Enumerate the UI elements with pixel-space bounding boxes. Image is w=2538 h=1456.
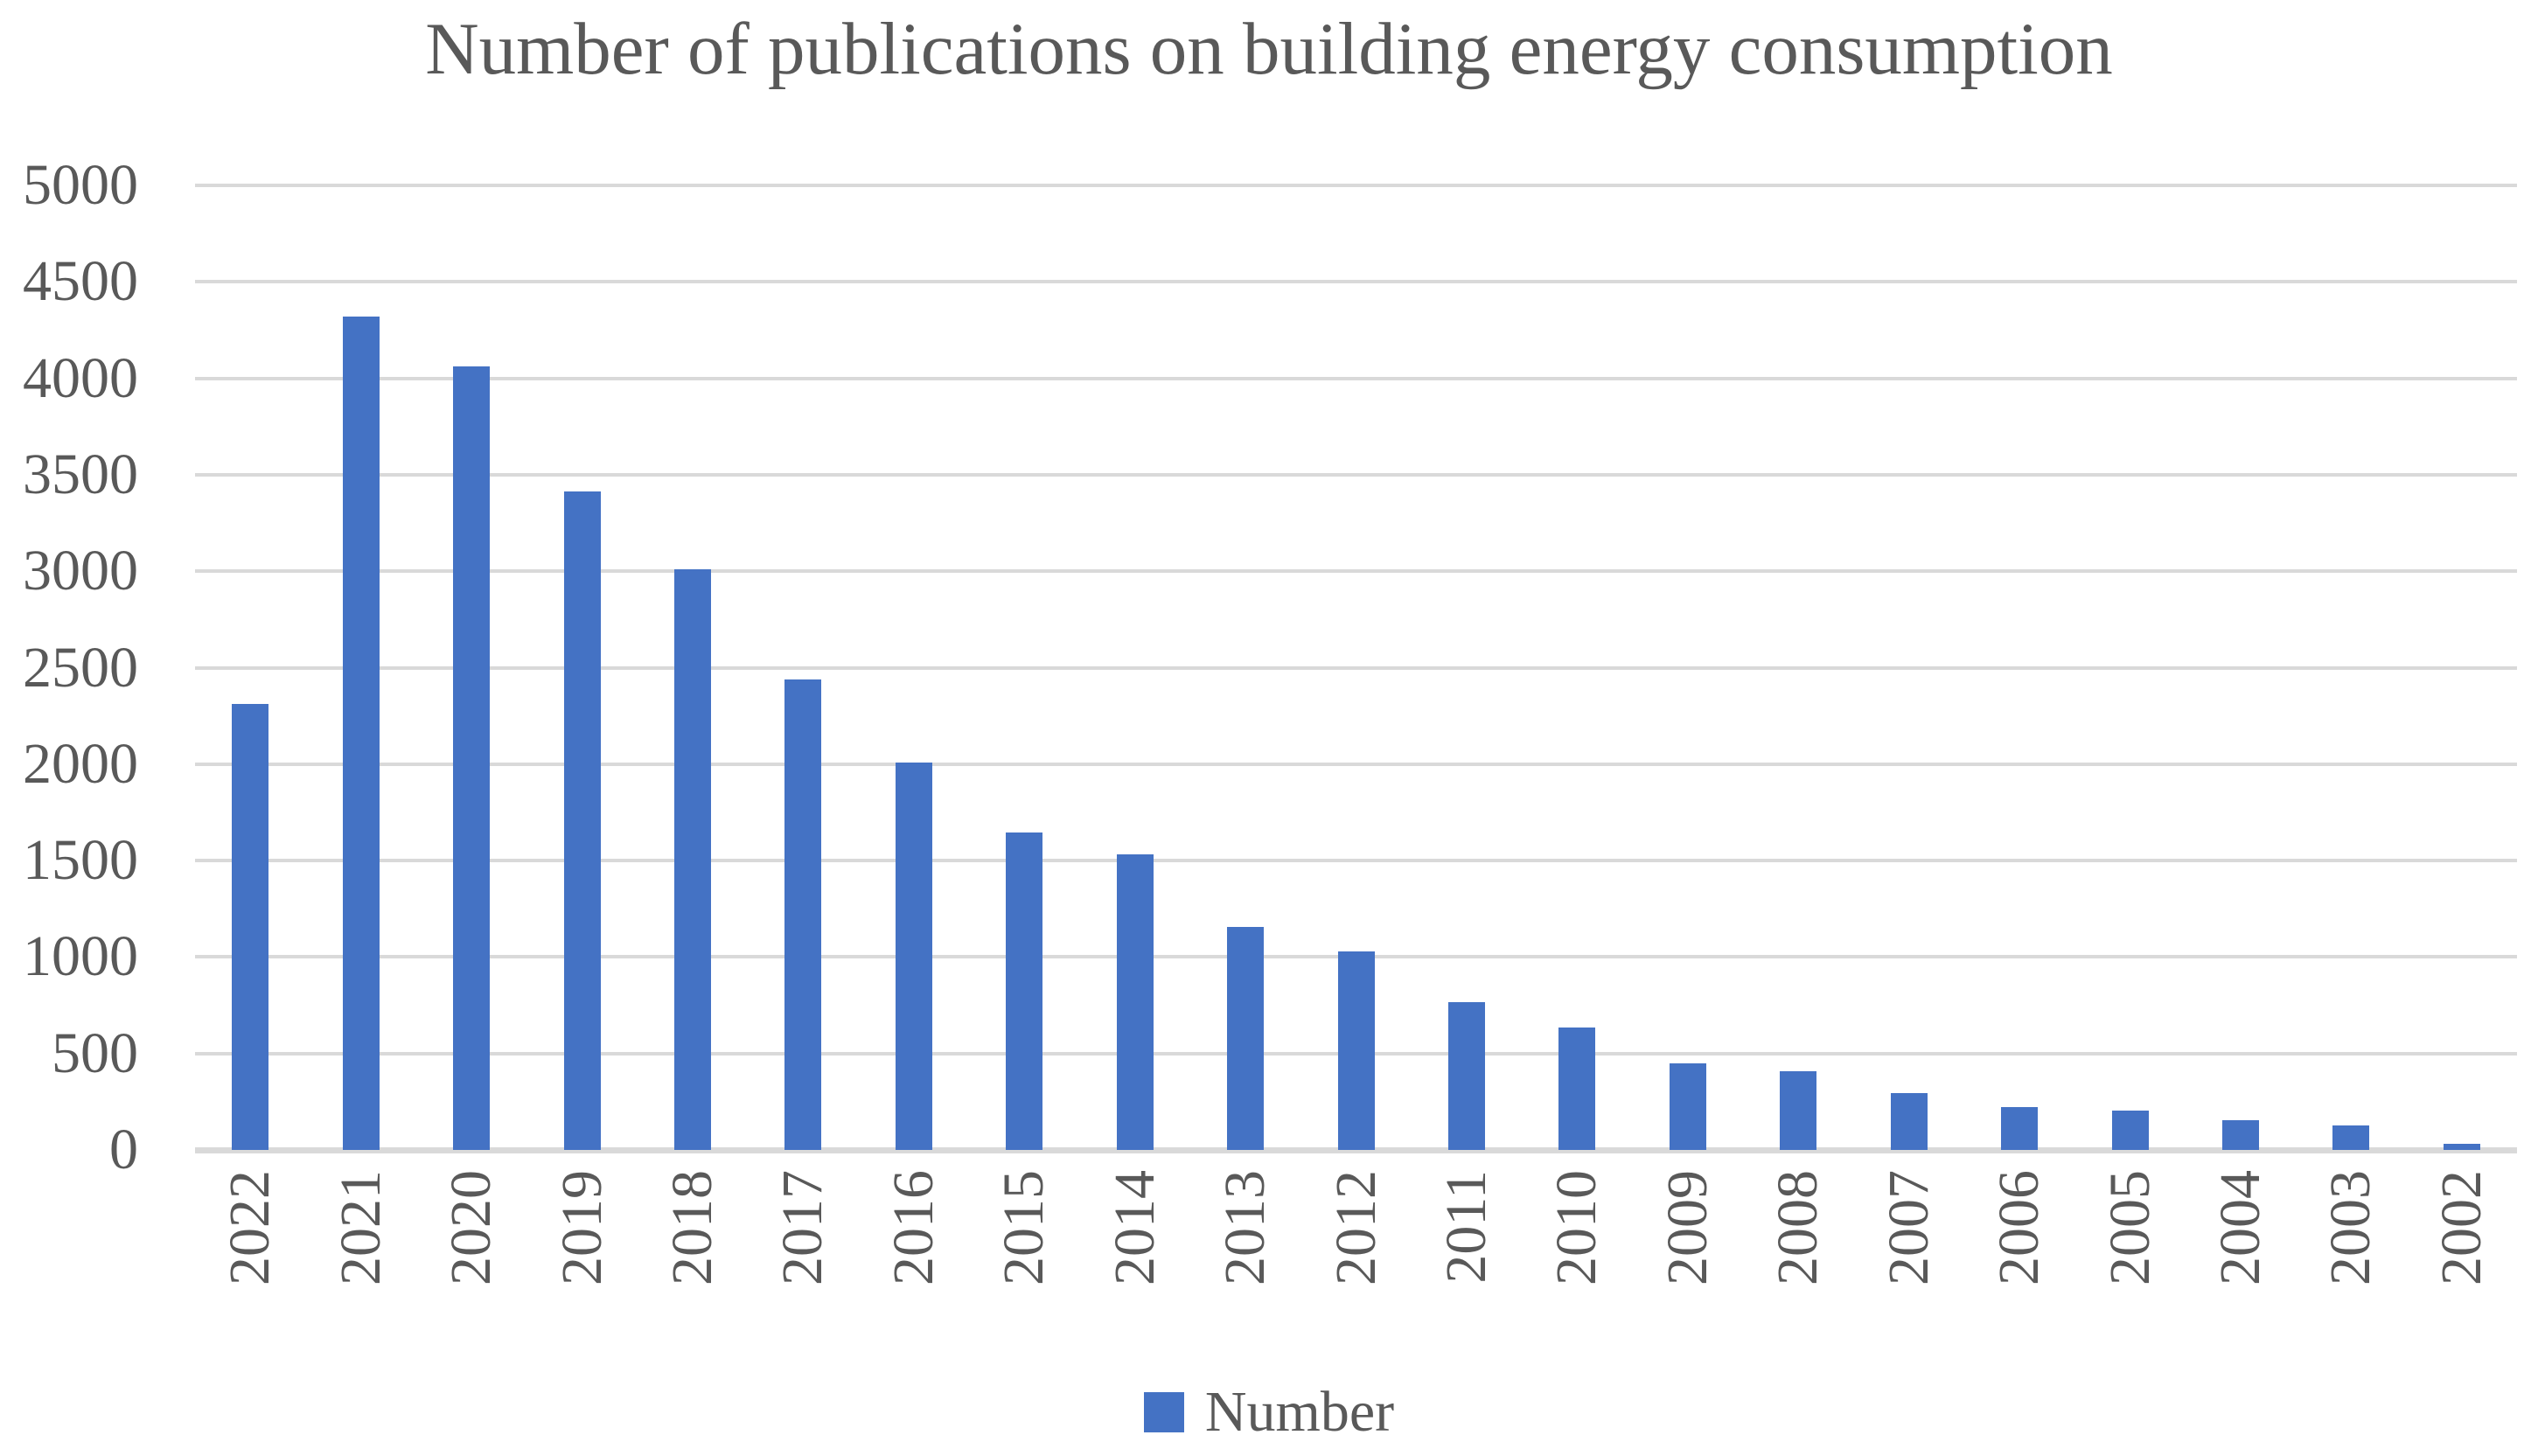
y-axis: 5000 4500 4000 3500 3000 2500 2000 1500 1000 500 0: [0, 157, 138, 1179]
bar-2020: [453, 366, 491, 1150]
bar-2004: [2221, 1119, 2259, 1150]
x-axis-label-2013: 2013: [1213, 1170, 1278, 1285]
bar-2007: [1890, 1092, 1928, 1150]
bar-2015: [1006, 832, 1043, 1150]
y-axis-label-4500: 4500: [23, 249, 138, 314]
y-axis-label-5000: 5000: [23, 153, 138, 217]
bar-2019: [563, 491, 601, 1150]
x-axis-label-2009: 2009: [1655, 1170, 1719, 1285]
legend-swatch-number: [1143, 1392, 1184, 1432]
x-axis: 2022 2021 2020 2019 2018 2017 2016 2015 2014 2013…: [195, 1170, 2517, 1362]
gridline-1500: [195, 859, 2517, 863]
gridline-4000: [195, 376, 2517, 380]
gridline-3000: [195, 569, 2517, 574]
y-axis-label-500: 500: [52, 1021, 138, 1085]
x-axis-label-2014: 2014: [1102, 1170, 1167, 1285]
x-axis-label-2002: 2002: [2429, 1170, 2493, 1285]
bar-2014: [1116, 854, 1154, 1150]
bar-2002: [2443, 1144, 2480, 1150]
x-axis-label-2017: 2017: [770, 1170, 835, 1285]
y-axis-label-3000: 3000: [23, 539, 138, 603]
x-axis-label-2022: 2022: [218, 1170, 282, 1285]
x-axis-label-2020: 2020: [439, 1170, 504, 1285]
x-axis-label-2011: 2011: [1433, 1170, 1498, 1284]
y-axis-label-1500: 1500: [23, 828, 138, 893]
gridline-2000: [195, 762, 2517, 766]
chart-title: Number of publications on building energ…: [425, 8, 2113, 90]
bar-2009: [1669, 1062, 1706, 1150]
x-axis-label-2015: 2015: [992, 1170, 1056, 1285]
bar-2021: [342, 317, 380, 1150]
x-axis-label-2008: 2008: [1766, 1170, 1830, 1285]
x-axis-label-2007: 2007: [1876, 1170, 1941, 1285]
x-axis-label-2003: 2003: [2318, 1170, 2383, 1285]
bar-2013: [1227, 927, 1265, 1150]
plot-area: [195, 184, 2517, 1153]
bar-2012: [1337, 951, 1375, 1150]
x-axis-label-2010: 2010: [1544, 1170, 1609, 1285]
y-axis-label-2500: 2500: [23, 635, 138, 700]
bar-2005: [2111, 1110, 2149, 1150]
x-axis-label-2006: 2006: [1987, 1170, 2052, 1285]
bar-2016: [895, 762, 932, 1150]
bar-2011: [1447, 1002, 1485, 1150]
x-axis-label-2016: 2016: [881, 1170, 945, 1285]
bar-2003: [2332, 1125, 2370, 1150]
legend-label: Number: [1204, 1380, 1395, 1444]
y-axis-label-2000: 2000: [23, 731, 138, 796]
gridline-5000: [195, 184, 2517, 187]
gridline-2500: [195, 665, 2517, 670]
x-axis-line: [195, 1147, 2517, 1153]
bar-2006: [2001, 1107, 2039, 1150]
gridline-4500: [195, 280, 2517, 284]
bar-2017: [784, 679, 822, 1150]
bar-2022: [232, 704, 269, 1150]
x-axis-label-2005: 2005: [2097, 1170, 2162, 1285]
bar-2010: [1558, 1027, 1596, 1150]
x-axis-label-2018: 2018: [659, 1170, 724, 1285]
x-axis-label-2012: 2012: [1323, 1170, 1388, 1285]
legend: Number: [0, 1383, 2538, 1441]
x-axis-label-2019: 2019: [549, 1170, 614, 1285]
x-axis-label-2004: 2004: [2207, 1170, 2272, 1285]
x-axis-label-2021: 2021: [328, 1170, 393, 1285]
y-axis-label-3500: 3500: [23, 442, 138, 506]
y-axis-label-1000: 1000: [23, 924, 138, 989]
gridline-3500: [195, 472, 2517, 477]
bar-2008: [1780, 1070, 1817, 1150]
y-axis-label-0: 0: [109, 1118, 138, 1181]
y-axis-label-4000: 4000: [23, 345, 138, 410]
bar-2018: [673, 569, 711, 1150]
